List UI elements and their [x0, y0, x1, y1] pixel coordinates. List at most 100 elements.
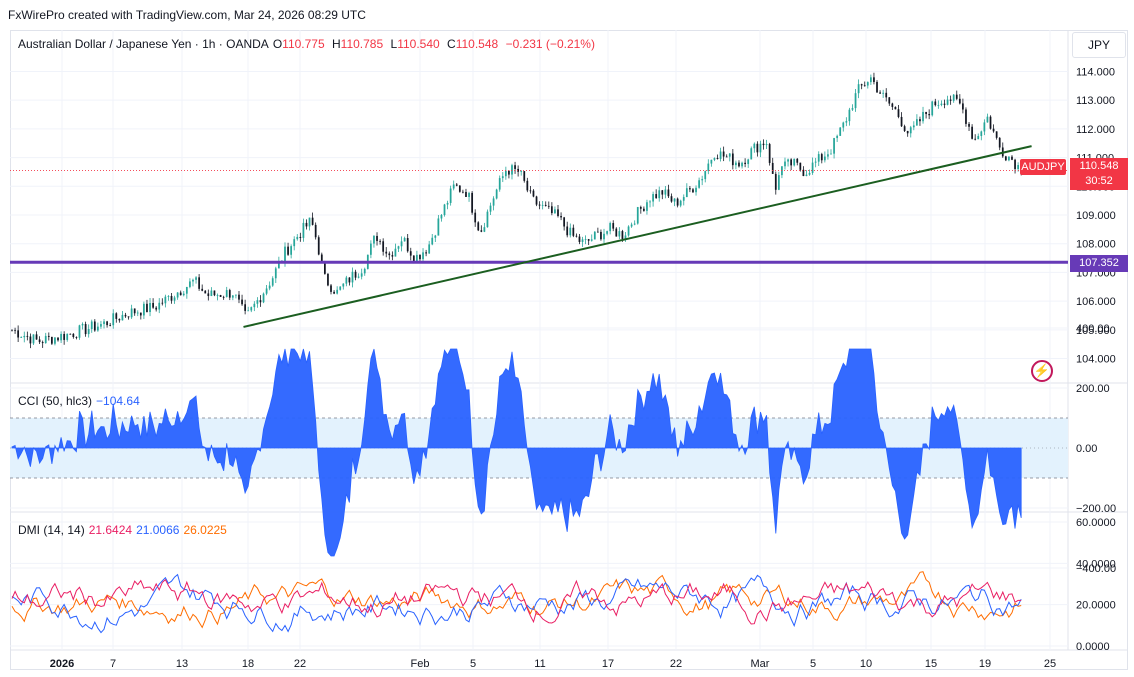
candle-body	[422, 252, 424, 260]
candle-body	[1017, 165, 1019, 170]
candle-body	[305, 222, 308, 227]
candle-body	[416, 254, 418, 263]
candle-body	[112, 313, 115, 326]
candle-body	[357, 276, 360, 278]
candle-body	[952, 94, 955, 101]
candle-body	[517, 168, 520, 172]
candle-body	[23, 335, 26, 338]
candle-body	[612, 223, 615, 229]
ticker-tag: AUDJPY	[1020, 159, 1066, 175]
candle-body	[320, 254, 323, 263]
candle-body	[587, 239, 590, 241]
candle-body	[728, 153, 731, 157]
countdown-timer: 30:52	[1085, 175, 1113, 187]
candle-body	[327, 273, 329, 286]
candle-body	[922, 111, 924, 122]
candle-body	[971, 126, 973, 139]
candle-body	[526, 180, 529, 191]
candle-body	[17, 330, 20, 338]
candle-body	[958, 98, 961, 104]
candle-body	[90, 321, 93, 330]
candle-body	[235, 294, 237, 296]
candle-body	[308, 217, 311, 227]
candle-body	[661, 190, 664, 195]
candle-body	[492, 198, 495, 206]
candle-body	[830, 153, 832, 155]
candle-body	[544, 204, 547, 206]
chart-caption: FxWirePro created with TradingView.com, …	[8, 8, 366, 22]
candle-body	[41, 342, 44, 344]
candle-body	[741, 162, 743, 167]
bolt-icon[interactable]: ⚡	[1031, 360, 1053, 382]
candle-body	[523, 171, 526, 181]
candle-body	[60, 333, 62, 341]
candle-body	[765, 144, 768, 146]
dmi-legend: DMI (14, 14) 21.6424 21.0066 26.0225	[18, 523, 231, 537]
candle-body	[784, 161, 786, 167]
symbol-description[interactable]: Australian Dollar / Japanese Yen · 1h · …	[18, 37, 269, 51]
candle-body	[590, 239, 593, 241]
cci-value: −104.64	[96, 394, 140, 408]
time-tick-label: 13	[176, 658, 188, 670]
cci-legend: CCI (50, hlc3) −104.64	[18, 394, 144, 408]
candle-body	[744, 162, 746, 165]
price-tick-label: 104.000	[1076, 354, 1116, 366]
candle-body	[704, 171, 707, 180]
candle-body	[434, 235, 437, 238]
candle-body	[860, 84, 863, 86]
candle-body	[363, 268, 366, 274]
candle-body	[360, 273, 363, 277]
candle-body	[977, 135, 980, 140]
dmi-tick-label: 40.0000	[1076, 558, 1116, 570]
candle-body	[336, 289, 339, 294]
candle-body	[63, 333, 66, 340]
candle-body	[514, 165, 516, 169]
candle-body	[578, 236, 581, 242]
currency-button[interactable]: JPY	[1072, 32, 1126, 58]
candle-body	[538, 204, 541, 206]
candle-body	[146, 303, 148, 313]
candle-body	[649, 201, 651, 203]
candle-body	[563, 217, 566, 227]
candle-body	[425, 252, 427, 254]
candle-body	[621, 231, 624, 240]
dmi-tick-label: 20.0000	[1076, 600, 1116, 612]
candle-body	[268, 285, 271, 289]
cci-title[interactable]: CCI (50, hlc3)	[18, 394, 93, 408]
candle-body	[891, 103, 894, 107]
candle-body	[796, 158, 799, 163]
candle-body	[143, 303, 145, 316]
candle-body	[636, 207, 639, 224]
candle-body	[465, 191, 467, 197]
candle-body	[965, 109, 967, 124]
last-price-tag: 110.548 30:52	[1070, 158, 1128, 190]
candle-body	[121, 314, 124, 321]
candle-body	[989, 116, 992, 129]
dmi-title[interactable]: DMI (14, 14)	[18, 523, 85, 537]
candle-body	[624, 235, 627, 240]
dmi-plus-value: 21.6424	[88, 523, 133, 537]
candle-body	[811, 162, 814, 173]
candle-body	[983, 122, 986, 132]
candle-body	[808, 172, 811, 175]
dmi-plus-line	[11, 578, 1022, 625]
candle-body	[167, 296, 170, 297]
candle-body	[87, 329, 90, 335]
candle-body	[57, 337, 59, 341]
candle-body	[879, 92, 881, 94]
candle-body	[888, 97, 891, 104]
candle-body	[710, 159, 713, 164]
candle-body	[376, 235, 378, 242]
candle-body	[1014, 159, 1016, 170]
candle-body	[201, 288, 204, 291]
candle-body	[428, 244, 431, 254]
candle-body	[277, 261, 280, 269]
candle-body	[394, 248, 397, 257]
candle-body	[431, 237, 434, 245]
candle-body	[1008, 156, 1010, 161]
time-tick-label: 19	[979, 658, 991, 670]
candle-body	[550, 206, 553, 214]
candle-body	[919, 119, 921, 122]
candle-body	[992, 128, 995, 132]
